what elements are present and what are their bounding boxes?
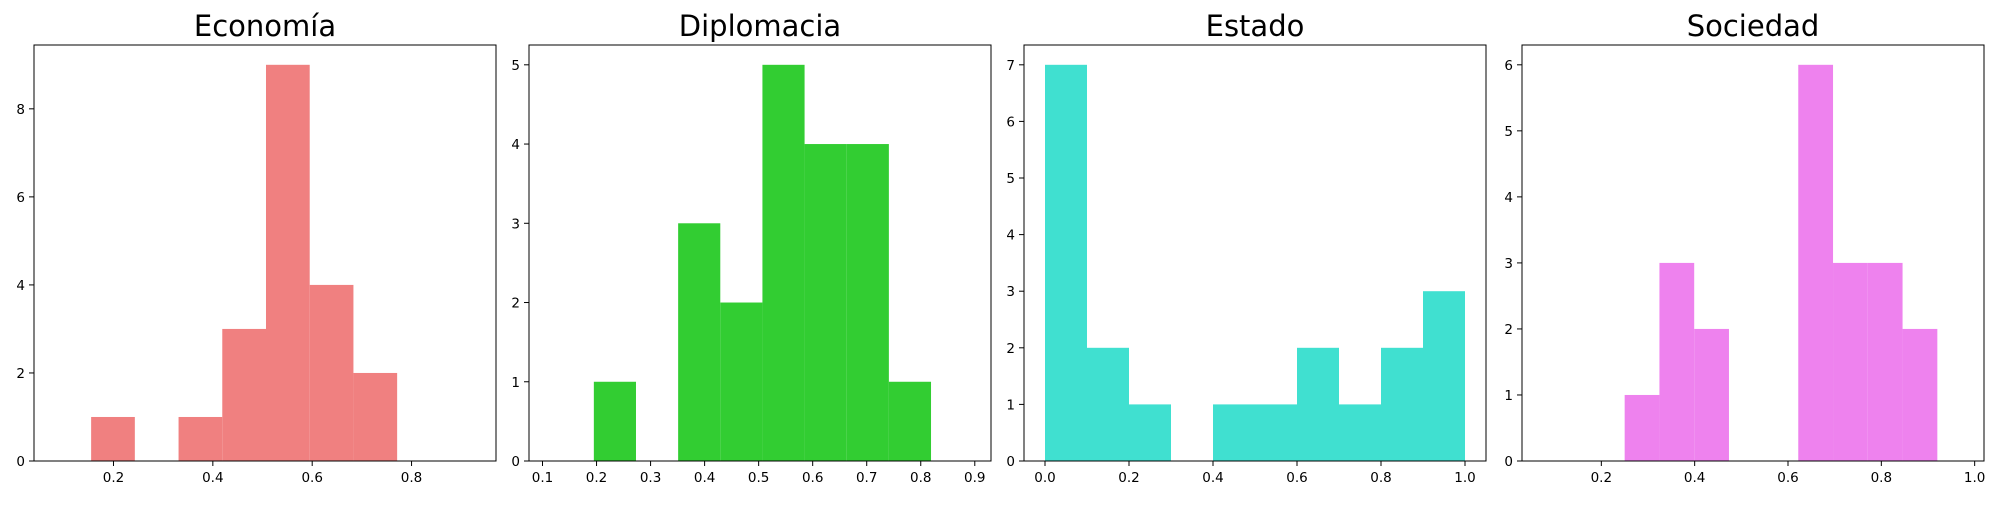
panel-1: 0.2 0.4 0.6 0.8 0 2 4 6 8 Economía [16,9,497,486]
histogram-bar [1694,328,1729,461]
y-tick-label: 2 [1006,341,1015,357]
histogram-bar [1087,347,1129,461]
axes-frame [528,44,992,462]
y-tick-label: 5 [1006,171,1015,187]
y-tick-label: 7 [1006,58,1015,74]
x-tick-label: 1.0 [1964,470,1985,486]
y-tick-label: 8 [16,102,25,118]
x-tick-label: 0.6 [301,470,322,486]
x-tick-label: 0.8 [1370,470,1391,486]
y-tick-label: 0 [16,454,25,470]
y-tick-label: 0 [1504,454,1513,470]
x-tick-label: 0.8 [1871,470,1892,486]
y-tick-label: 1 [1006,397,1015,413]
y-tick-label: 1 [1504,388,1513,404]
y-tick-label: 4 [1504,190,1513,206]
x-tick-label: 0.1 [532,470,553,486]
histogram-bar [1129,404,1171,461]
histogram-bar [1213,404,1255,461]
histogram-bar [720,302,763,461]
histogram-bar [804,144,847,462]
y-tick-label: 1 [511,375,520,391]
panel-2: 0.1 0.2 0.3 0.4 0.5 0.6 0.7 0.8 0.9 0 1 2 3 4 5 Diploma… [511,9,992,486]
y-tick-label: 0 [1006,454,1015,470]
chart-title: Estado [1206,9,1305,43]
histogram-bar [1297,347,1339,461]
histogram-bar [1339,404,1381,461]
histogram-bar [1902,328,1938,461]
x-tick-label: 0.2 [1118,470,1139,486]
histogram-bar [309,284,354,461]
histogram-bar [1833,262,1868,461]
histogram-bar [1659,262,1695,461]
histogram-bar [1045,64,1087,462]
x-tick-label: 1.0 [1454,470,1475,486]
chart-title: Diplomacia [679,9,841,43]
x-tick-label: 0.3 [640,470,661,486]
histogram-bar [222,328,266,461]
x-tick-label: 0.8 [401,470,422,486]
histogram-bar [1423,291,1465,461]
axes-frame [1521,44,1985,462]
y-tick-label: 3 [511,216,520,232]
x-tick-label: 0.4 [1202,470,1223,486]
x-tick-label: 0.2 [1591,470,1612,486]
histogram-bar [1381,347,1423,461]
chart-title: Sociedad [1687,9,1820,43]
histogram-bar [265,64,310,462]
y-tick-label: 4 [1006,228,1015,244]
y-tick-label: 0 [511,454,520,470]
y-tick-label: 5 [511,58,520,74]
y-tick-label: 4 [511,137,520,153]
chart-title: Economía [194,9,336,43]
histogram-bar [593,381,636,461]
y-tick-label: 6 [16,190,25,206]
y-tick-label: 2 [1504,322,1513,338]
y-tick-label: 3 [1006,284,1015,300]
panel-3: 0.0 0.2 0.4 0.6 0.8 1.0 0 1 2 3 4 5 6 7 Estado [1006,9,1487,486]
x-tick-label: 0.2 [103,470,124,486]
x-tick-label: 0.7 [856,470,877,486]
x-tick-label: 0.0 [1034,470,1055,486]
histogram-bar [678,223,721,461]
y-tick-label: 6 [1006,114,1015,130]
histogram-bar [1798,64,1834,462]
x-tick-label: 0.2 [586,470,607,486]
histogram-bar [91,416,135,461]
x-tick-label: 0.6 [802,470,823,486]
axes-frame [33,44,497,462]
x-tick-label: 0.4 [1684,470,1705,486]
y-tick-label: 3 [1504,256,1513,272]
panel-4: 0.2 0.4 0.6 0.8 1.0 0 1 2 3 4 5 6 Sociedad [1504,9,1985,486]
x-tick-label: 0.6 [1286,470,1307,486]
x-tick-label: 0.9 [964,470,985,486]
x-tick-label: 0.5 [748,470,769,486]
histogram-bar [1867,262,1903,461]
x-tick-label: 0.4 [202,470,223,486]
y-tick-label: 5 [1504,124,1513,140]
x-tick-label: 0.6 [1777,470,1798,486]
x-tick-label: 0.8 [910,470,931,486]
histogram-bar [1255,404,1297,461]
histogram-bar [178,416,223,461]
y-tick-label: 6 [1504,58,1513,74]
y-tick-label: 4 [16,278,25,294]
histogram-bar [888,381,932,461]
histogram-bar [846,144,889,462]
histogram-bar [1624,394,1660,461]
axes-frame [1023,44,1487,462]
y-tick-label: 2 [511,296,520,312]
histogram-bar [353,372,398,461]
x-tick-label: 0.4 [694,470,715,486]
histogram-bar [762,64,805,462]
y-tick-label: 2 [16,366,25,382]
